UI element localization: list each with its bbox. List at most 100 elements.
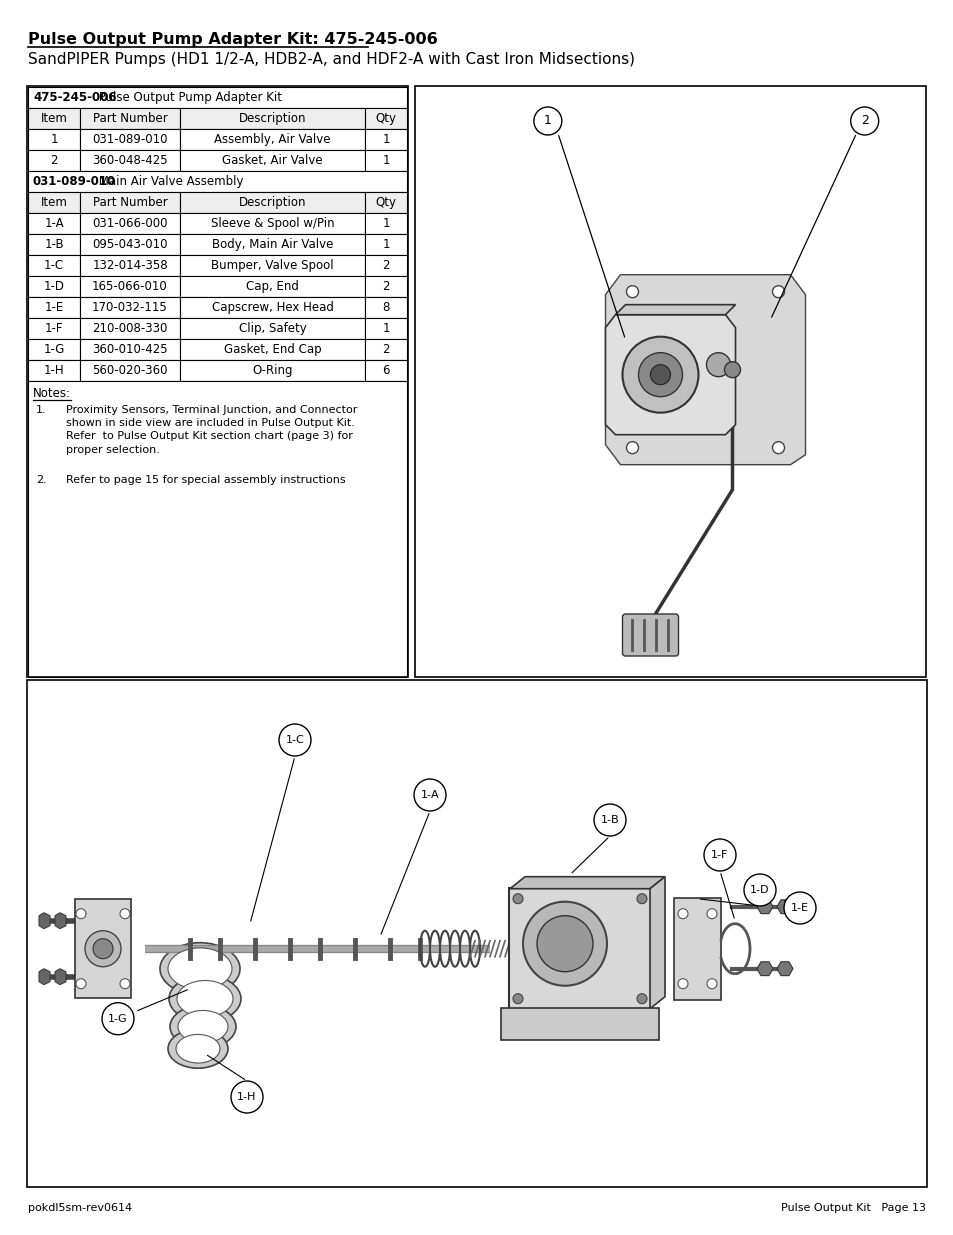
Bar — [365, 275, 407, 296]
Bar — [365, 233, 407, 254]
Polygon shape — [55, 913, 66, 929]
Text: Description: Description — [238, 196, 306, 209]
Bar — [180, 317, 365, 338]
Bar — [180, 107, 365, 128]
Circle shape — [120, 978, 130, 989]
Bar — [28, 212, 80, 233]
Text: 1: 1 — [382, 133, 390, 146]
Bar — [28, 296, 80, 317]
Circle shape — [92, 939, 112, 958]
Text: Pulse Output Pump Adapter Kit: 475-245-006: Pulse Output Pump Adapter Kit: 475-245-0… — [28, 32, 437, 47]
Text: 1-B: 1-B — [44, 238, 64, 251]
Text: O-Ring: O-Ring — [252, 364, 293, 377]
Text: 1‑H: 1‑H — [237, 1092, 256, 1102]
Circle shape — [743, 874, 775, 906]
Text: 1‑E: 1‑E — [790, 903, 808, 913]
Polygon shape — [605, 315, 735, 435]
Bar — [180, 149, 365, 170]
FancyBboxPatch shape — [622, 614, 678, 656]
Text: Gasket, Air Valve: Gasket, Air Valve — [222, 154, 322, 167]
Polygon shape — [39, 913, 50, 929]
Text: 095-043-010: 095-043-010 — [92, 238, 168, 251]
Circle shape — [637, 994, 646, 1004]
Text: Assembly, Air Valve: Assembly, Air Valve — [214, 133, 331, 146]
Circle shape — [772, 285, 783, 298]
Text: 1: 1 — [382, 238, 390, 251]
Ellipse shape — [169, 976, 241, 1023]
Circle shape — [594, 804, 625, 836]
Bar — [28, 170, 407, 191]
Bar — [28, 191, 80, 212]
Bar — [365, 317, 407, 338]
Bar — [28, 107, 80, 128]
FancyBboxPatch shape — [75, 899, 131, 998]
Circle shape — [626, 285, 638, 298]
Text: 1.: 1. — [36, 405, 47, 415]
Bar — [80, 128, 180, 149]
Circle shape — [231, 1081, 263, 1113]
Ellipse shape — [168, 1029, 228, 1068]
Text: 1: 1 — [382, 217, 390, 230]
Circle shape — [85, 931, 121, 967]
Text: Bumper, Valve Spool: Bumper, Valve Spool — [211, 259, 334, 272]
Bar — [180, 212, 365, 233]
Text: 170-032-115: 170-032-115 — [92, 301, 168, 314]
Circle shape — [783, 892, 815, 924]
Bar — [27, 680, 926, 1187]
Bar — [28, 275, 80, 296]
Text: 360-010-425: 360-010-425 — [92, 343, 168, 356]
Circle shape — [278, 724, 311, 756]
Text: 1-G: 1-G — [43, 343, 65, 356]
Text: Cap, End: Cap, End — [246, 280, 298, 293]
Bar — [365, 128, 407, 149]
Bar — [80, 212, 180, 233]
Circle shape — [414, 779, 446, 811]
Circle shape — [703, 839, 735, 871]
Text: Clip, Safety: Clip, Safety — [238, 322, 306, 335]
Circle shape — [534, 107, 561, 135]
Polygon shape — [757, 962, 772, 976]
Bar — [365, 191, 407, 212]
Text: 1‑C: 1‑C — [285, 735, 304, 745]
Bar — [80, 296, 180, 317]
Polygon shape — [615, 305, 735, 315]
Polygon shape — [776, 900, 792, 914]
Text: 1-H: 1-H — [44, 364, 64, 377]
Polygon shape — [776, 962, 792, 976]
Circle shape — [513, 994, 522, 1004]
Bar — [180, 359, 365, 382]
Text: Pulse Output Pump Adapter Kit: Pulse Output Pump Adapter Kit — [94, 91, 281, 104]
Text: 031-089-010: 031-089-010 — [33, 175, 116, 188]
Text: 8: 8 — [382, 301, 389, 314]
Bar — [80, 275, 180, 296]
Text: 1‑F: 1‑F — [711, 850, 728, 860]
Circle shape — [76, 909, 86, 919]
Bar — [28, 338, 80, 359]
Bar — [28, 128, 80, 149]
Polygon shape — [757, 900, 772, 914]
FancyBboxPatch shape — [500, 1008, 659, 1040]
Text: 2: 2 — [51, 154, 58, 167]
Bar — [180, 296, 365, 317]
Text: 6: 6 — [382, 364, 390, 377]
Bar — [80, 254, 180, 275]
Circle shape — [638, 353, 681, 396]
Bar — [415, 86, 925, 677]
Bar — [28, 149, 80, 170]
Text: 1‑G: 1‑G — [108, 1014, 128, 1024]
Text: Main Air Valve Assembly: Main Air Valve Assembly — [94, 175, 243, 188]
Bar — [365, 107, 407, 128]
Bar — [80, 233, 180, 254]
Text: 1: 1 — [382, 322, 390, 335]
Text: Capscrew, Hex Head: Capscrew, Hex Head — [212, 301, 334, 314]
Circle shape — [622, 337, 698, 412]
Polygon shape — [55, 968, 66, 984]
Text: 1-E: 1-E — [45, 301, 64, 314]
Bar — [28, 233, 80, 254]
Polygon shape — [605, 274, 804, 464]
Circle shape — [850, 107, 878, 135]
Bar — [80, 191, 180, 212]
Circle shape — [637, 894, 646, 904]
Text: 1-C: 1-C — [44, 259, 64, 272]
Bar — [180, 254, 365, 275]
